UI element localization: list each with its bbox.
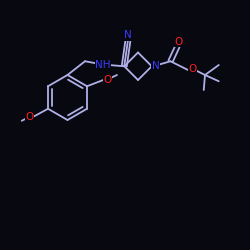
Text: O: O xyxy=(25,112,34,122)
Text: O: O xyxy=(188,64,196,74)
Text: O: O xyxy=(104,74,112,85)
Text: N: N xyxy=(124,30,132,40)
Text: N: N xyxy=(152,61,160,71)
Text: O: O xyxy=(174,37,183,47)
Text: NH: NH xyxy=(95,60,111,70)
